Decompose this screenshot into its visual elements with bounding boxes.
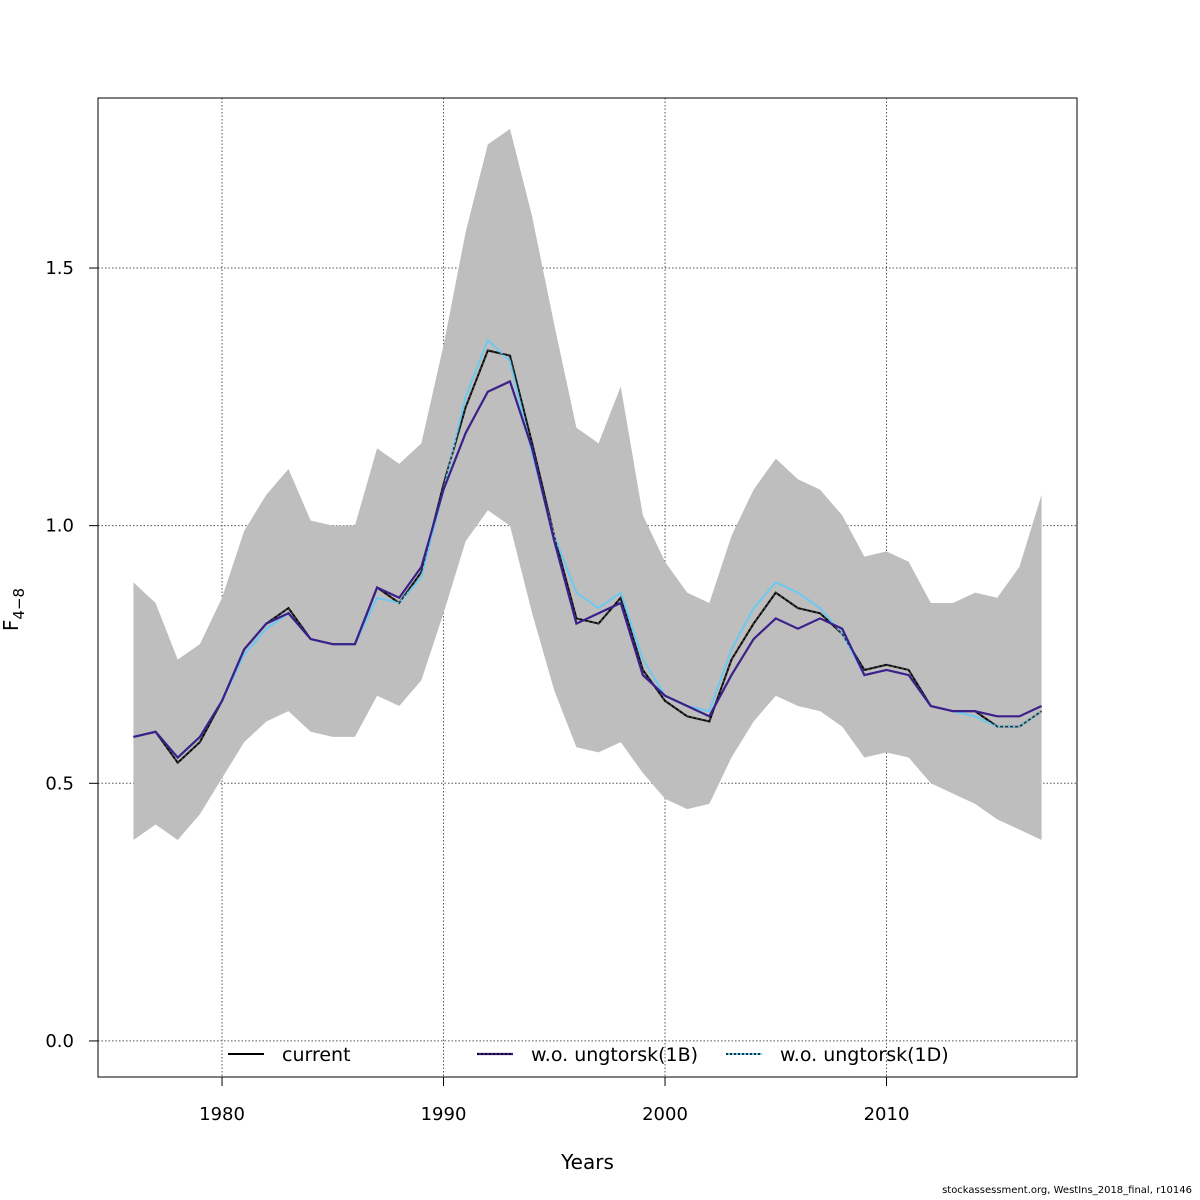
legend-label: current — [282, 1044, 351, 1066]
series-line-current-dashed — [133, 349, 1043, 764]
x-tick-label: 1990 — [421, 1104, 467, 1125]
y-tick-label: 1.0 — [45, 516, 74, 537]
legend-label: w.o. ungtorsk(1B) — [531, 1044, 698, 1066]
y-axis-label-main: F — [0, 620, 23, 632]
x-tick-label: 2000 — [642, 1104, 688, 1125]
y-axis-label: F4−8 — [0, 588, 28, 631]
gridlines — [98, 98, 1077, 1077]
x-tick-label: 2010 — [864, 1104, 910, 1125]
footer-credit: stockassessment.org, WestIns_2018_final,… — [942, 1185, 1192, 1196]
confidence-band-layer — [133, 128, 1042, 840]
y-axis: 0.0 0.5 1.0 1.5 — [45, 258, 98, 1052]
legend: current w.o. ungtorsk(1B) w.o. ungtorsk(1D… — [228, 1044, 949, 1066]
y-tick-label: 1.5 — [45, 258, 74, 279]
legend-label: w.o. ungtorsk(1D) — [780, 1044, 949, 1066]
series-layer — [133, 338, 1043, 765]
x-axis-label: Years — [560, 1150, 614, 1174]
svg-text:F4−8: F4−8 — [0, 588, 28, 631]
y-axis-label-subscript: 4−8 — [10, 588, 28, 620]
confidence-band — [133, 128, 1042, 840]
x-axis: 1980 1990 2000 2010 — [199, 1077, 909, 1125]
series-line-1b — [133, 379, 1043, 760]
x-tick-label: 1980 — [199, 1104, 245, 1125]
plot-frame — [97, 97, 1078, 1078]
y-tick-label: 0.5 — [45, 773, 74, 794]
y-tick-label: 0.0 — [45, 1031, 74, 1052]
